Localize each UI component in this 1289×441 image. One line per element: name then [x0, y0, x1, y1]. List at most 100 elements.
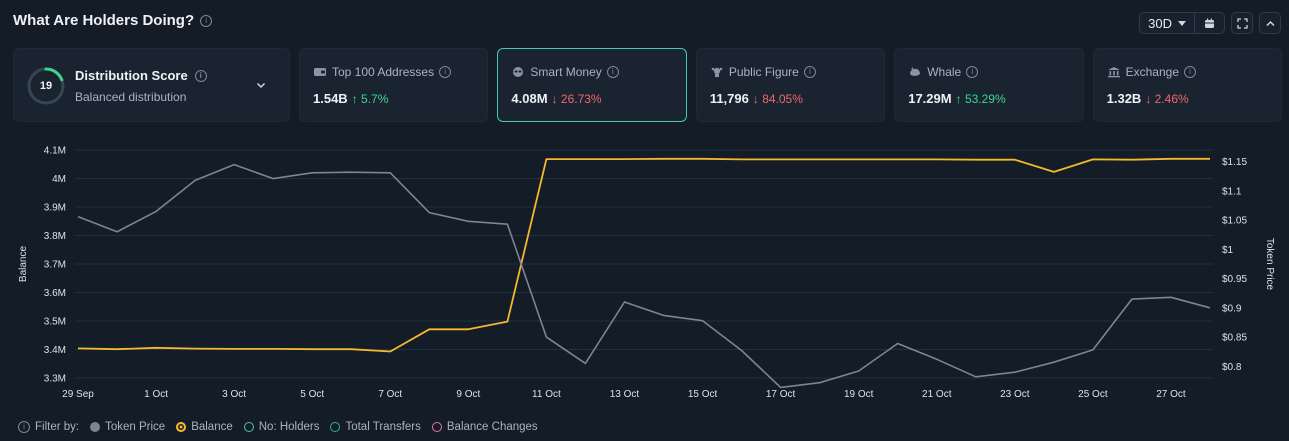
y-left-tick-label: 4M	[52, 174, 66, 185]
metric-label-row: Whale i	[908, 65, 1069, 79]
metric-value-row: 1.54B ↑ 5.7%	[313, 91, 474, 106]
metric-label: Whale	[927, 65, 962, 79]
metric-change: ↓ 2.46%	[1145, 91, 1189, 106]
token-price-series-line	[77, 163, 1211, 389]
legend-label: Total Transfers	[345, 421, 421, 433]
x-tick-label: 17 Oct	[766, 389, 796, 400]
metric-change: ↓ 26.73%	[551, 91, 602, 106]
range-value: 30D	[1148, 15, 1172, 31]
y-right-tick-label: $0.85	[1222, 333, 1247, 344]
legend-dot	[176, 422, 187, 432]
metric-label: Public Figure	[728, 65, 799, 79]
info-icon[interactable]: i	[1184, 66, 1196, 78]
metric-card-top-100-addresses[interactable]: Top 100 Addresses i 1.54B ↑ 5.7%	[299, 48, 489, 122]
metric-value-row: 1.32B ↓ 2.46%	[1107, 91, 1268, 106]
metric-value: 4.08M	[511, 91, 548, 106]
legend-dot	[431, 422, 442, 432]
metric-value: 17.29M	[908, 91, 952, 106]
calendar-icon	[1205, 18, 1214, 28]
x-tick-label: 11 Oct	[532, 389, 561, 400]
range-picker: 30D	[1139, 12, 1225, 34]
legend-label: Balance	[191, 421, 233, 433]
info-icon[interactable]: i	[966, 66, 979, 78]
x-tick-label: 1 Oct	[144, 389, 168, 400]
metric-value: 1.54B	[313, 91, 348, 106]
metric-card-exchange[interactable]: Exchange i 1.32B ↓ 2.46%	[1092, 48, 1283, 122]
info-icon[interactable]: i	[606, 66, 619, 78]
fullscreen-icon	[1236, 17, 1248, 29]
y-left-tick-label: 3.8M	[44, 231, 66, 242]
metric-change: ↑ 5.7%	[351, 91, 389, 106]
x-tick-label: 19 Oct	[844, 389, 874, 400]
legend-item-no-holders[interactable]: No: Holders	[243, 421, 319, 433]
x-tick-label: 5 Oct	[300, 389, 324, 400]
score-title-row: Distribution Score i	[75, 68, 207, 83]
metric-value-row: 17.29M ↑ 53.29%	[908, 91, 1069, 106]
holders-chart[interactable]: 3.3M 3.4M 3.5M 3.6M 3.7M 3.8M 3.9M 4M 4.1M $0.8 $0…	[0, 135, 1289, 405]
fullscreen-button[interactable]	[1231, 12, 1253, 34]
metric-card-smart-money[interactable]: Smart Money i 4.08M ↓ 26.73%	[497, 48, 687, 122]
info-icon[interactable]: i	[194, 69, 207, 82]
y-right-tick-label: $0.9	[1222, 303, 1242, 314]
score-subtitle: Balanced distribution	[75, 90, 187, 104]
range-select[interactable]: 30D	[1140, 13, 1194, 33]
score-title: Distribution Score	[75, 68, 188, 83]
metric-change-value: 84.05%	[762, 91, 803, 106]
chart-legend: i Filter by: Token Price Balance No: Hol…	[18, 421, 538, 433]
filter-label: Filter by:	[35, 421, 80, 433]
metric-value: 1.32B	[1106, 91, 1142, 106]
metric-cards: 19 Distribution Score i Balanced distrib…	[13, 48, 1283, 122]
chart-controls: 30D	[1139, 12, 1281, 34]
y-right-tick-label: $0.8	[1222, 362, 1242, 373]
y-left-tick-label: 4.1M	[44, 146, 66, 157]
metric-label-row: Smart Money i	[511, 65, 672, 79]
legend-item-total-transfers[interactable]: Total Transfers	[330, 421, 421, 433]
metric-label: Smart Money	[530, 65, 602, 79]
distribution-score-card[interactable]: 19 Distribution Score i Balanced distrib…	[13, 48, 290, 122]
legend-dot	[90, 422, 101, 432]
filter-label-row: i Filter by:	[18, 421, 79, 433]
metric-change-value: 53.29%	[964, 91, 1006, 106]
x-tick-label: 3 Oct	[222, 389, 246, 400]
x-tick-label: 7 Oct	[378, 389, 402, 400]
legend-item-balance[interactable]: Balance	[176, 421, 233, 433]
smart-money-icon	[513, 67, 524, 77]
legend-dot	[243, 422, 254, 432]
y-left-tick-label: 3.9M	[44, 203, 66, 214]
y-left-tick-label: 3.3M	[44, 374, 66, 385]
public-figure-icon	[711, 67, 723, 77]
x-tick-label: 21 Oct	[922, 389, 952, 400]
metric-label-row: Public Figure i	[710, 65, 871, 79]
metric-value-row: 4.08M ↓ 26.73%	[511, 91, 672, 106]
calendar-button[interactable]	[1194, 13, 1224, 33]
y-left-tick-label: 3.4M	[44, 345, 66, 356]
score-value: 19	[39, 80, 53, 92]
metric-card-whale[interactable]: Whale i 17.29M ↑ 53.29%	[894, 48, 1084, 122]
legend-item-balance-changes[interactable]: Balance Changes	[431, 421, 538, 433]
metric-change-value: 5.7%	[361, 91, 389, 106]
x-tick-label: 15 Oct	[688, 389, 718, 400]
info-icon[interactable]: i	[803, 66, 816, 78]
page-title: What Are Holders Doing?	[13, 12, 195, 29]
info-icon[interactable]: i	[200, 14, 213, 27]
chevron-down-icon[interactable]	[255, 79, 267, 91]
info-icon[interactable]: i	[439, 66, 452, 78]
y-right-tick-label: $1	[1222, 245, 1234, 256]
metric-label-row: Top 100 Addresses i	[313, 65, 474, 79]
balance-series-line	[77, 157, 1210, 353]
legend-dot	[330, 422, 341, 432]
legend-label: Token Price	[105, 421, 166, 433]
chevron-up-icon	[1265, 20, 1275, 26]
metric-value: 11,796	[709, 91, 749, 106]
metric-label: Top 100 Addresses	[332, 65, 435, 79]
metric-card-public-figure[interactable]: Public Figure i 11,796 ↓ 84.05%	[695, 48, 886, 122]
y-left-tick-label: 3.7M	[44, 260, 66, 271]
y-left-tick-label: 3.5M	[44, 317, 66, 328]
y-left-tick-label: 3.6M	[44, 288, 66, 299]
whale-icon	[910, 67, 921, 76]
collapse-button[interactable]	[1259, 12, 1281, 34]
metric-value-row: 11,796 ↓ 84.05%	[710, 91, 871, 106]
metric-change: ↑ 53.29%	[955, 91, 1006, 106]
metric-change: ↓ 84.05%	[752, 91, 803, 106]
legend-item-token-price[interactable]: Token Price	[90, 421, 165, 433]
